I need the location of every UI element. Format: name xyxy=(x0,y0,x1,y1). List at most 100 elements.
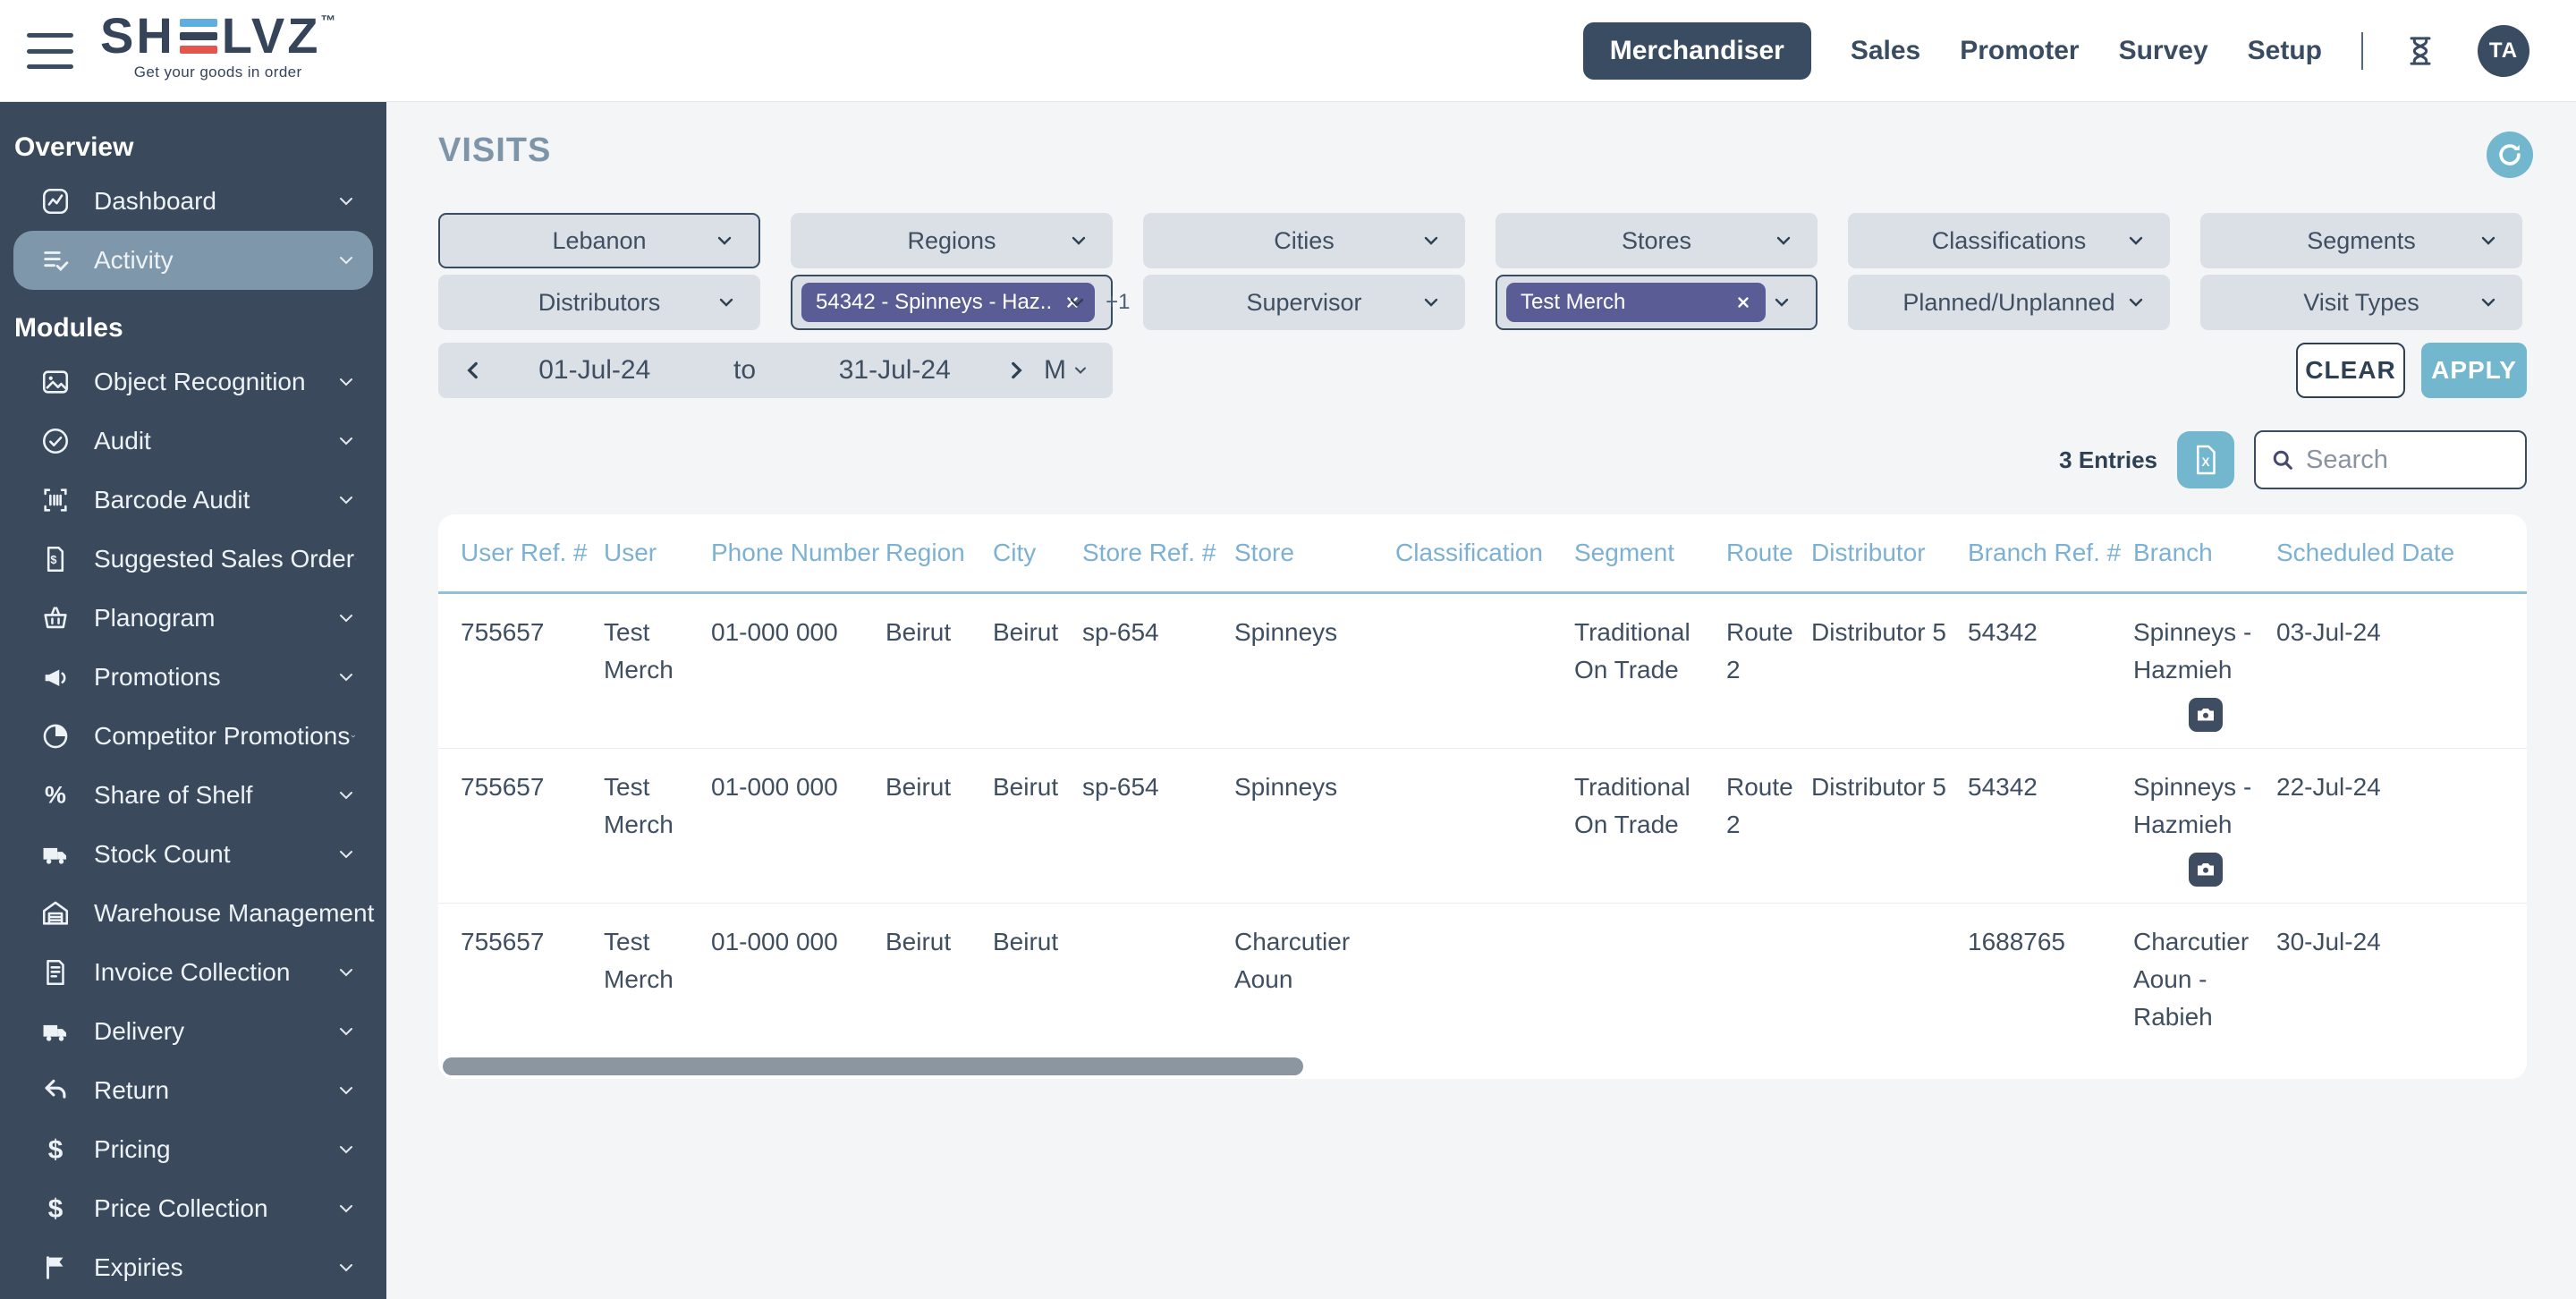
table-row[interactable]: 755657 Test Merch 01-000 000 Beirut Beir… xyxy=(438,748,2527,903)
filter-visit-types[interactable]: Visit Types xyxy=(2200,275,2522,330)
invoice-icon xyxy=(40,957,71,988)
camera-icon[interactable] xyxy=(2189,853,2223,887)
menu-icon[interactable] xyxy=(27,33,73,69)
filter-distributors[interactable]: Distributors xyxy=(438,275,760,330)
close-icon[interactable] xyxy=(1735,294,1751,310)
sidebar-item-competitor-promotions[interactable]: Competitor Promotions xyxy=(13,707,373,766)
camera-icon[interactable] xyxy=(2189,698,2223,732)
svg-text:X: X xyxy=(2202,455,2210,469)
sidebar-item-pricing[interactable]: $ Pricing xyxy=(13,1120,373,1179)
filter-country[interactable]: Lebanon xyxy=(438,213,760,268)
sidebar-item-return[interactable]: Return xyxy=(13,1061,373,1120)
check-circle-icon xyxy=(40,426,71,456)
truck-icon xyxy=(40,839,71,870)
return-arrow-icon xyxy=(40,1075,71,1106)
horizontal-scrollbar[interactable] xyxy=(443,1057,1303,1075)
sidebar-item-stock-count[interactable]: Stock Count xyxy=(13,825,373,884)
chevron-down-icon xyxy=(1066,292,1088,313)
close-icon[interactable] xyxy=(1064,294,1080,310)
date-start[interactable]: 01-Jul-24 xyxy=(538,355,651,385)
chevron-down-icon xyxy=(335,962,357,983)
chevron-down-icon xyxy=(335,1021,357,1042)
sidebar-item-suggested-sales-order[interactable]: $ Suggested Sales Order xyxy=(13,530,373,589)
basket-icon xyxy=(40,603,71,633)
chevron-down-icon xyxy=(335,844,357,865)
sidebar-item-warehouse-management[interactable]: Warehouse Management xyxy=(13,884,374,943)
chevron-down-icon xyxy=(335,191,357,212)
filter-planned-unplanned[interactable]: Planned/Unplanned xyxy=(1848,275,2170,330)
truck-icon xyxy=(40,1016,71,1047)
avatar[interactable]: TA xyxy=(2478,25,2529,77)
svg-text:%: % xyxy=(45,782,66,809)
chevron-down-icon xyxy=(2125,230,2147,251)
sidebar-item-dashboard[interactable]: Dashboard xyxy=(13,172,373,231)
sales-order-icon: $ xyxy=(40,544,71,574)
filter-stores[interactable]: Stores xyxy=(1496,213,1818,268)
chevron-down-icon xyxy=(335,1139,357,1160)
pie-chart-icon xyxy=(40,721,71,751)
table-row[interactable]: 755657 Test Merch 01-000 000 Beirut Beir… xyxy=(438,903,2527,1052)
sidebar-item-invoice-collection[interactable]: Invoice Collection xyxy=(13,943,373,1002)
chevron-down-icon xyxy=(335,489,357,511)
chevron-down-icon xyxy=(354,548,357,570)
filter-users[interactable]: Test Merch xyxy=(1496,275,1818,330)
sidebar-item-price-collection[interactable]: $ Price Collection xyxy=(13,1179,373,1238)
export-excel-button[interactable]: X xyxy=(2177,431,2234,488)
table-header-row: User Ref. # User Phone Number Region Cit… xyxy=(461,539,2455,566)
logo-text-left: SH xyxy=(100,7,175,64)
nav-promoter[interactable]: Promoter xyxy=(1960,36,2080,65)
filter-regions[interactable]: Regions xyxy=(791,213,1113,268)
nav-survey[interactable]: Survey xyxy=(2118,36,2208,65)
search-input[interactable] xyxy=(2306,445,2511,475)
filter-cities[interactable]: Cities xyxy=(1143,213,1465,268)
user-filter-chip[interactable]: Test Merch xyxy=(1506,283,1766,322)
sidebar-item-activity[interactable]: Activity xyxy=(13,231,373,290)
chevron-right-icon[interactable] xyxy=(1004,359,1028,382)
page-title: VISITS xyxy=(438,132,552,169)
date-end[interactable]: 31-Jul-24 xyxy=(838,355,951,385)
apply-button[interactable]: APPLY xyxy=(2421,343,2527,398)
chevron-down-icon xyxy=(335,371,357,393)
dollar-icon: $ xyxy=(40,1193,71,1224)
nav-sales[interactable]: Sales xyxy=(1850,36,1921,65)
sidebar-item-audit[interactable]: Audit xyxy=(13,412,373,471)
main-content: VISITS Lebanon Regions Cities Stores xyxy=(386,103,2576,1299)
hourglass-icon[interactable] xyxy=(2402,31,2438,71)
nav-merchandiser[interactable]: Merchandiser xyxy=(1582,22,1811,80)
branch-filter-chip[interactable]: 54342 - Spinneys - Haz.. xyxy=(801,283,1096,322)
sidebar-item-object-recognition[interactable]: Object Recognition xyxy=(13,352,373,412)
sidebar: Overview Dashboard Activity Modules Obje… xyxy=(0,102,386,1299)
filter-classifications[interactable]: Classifications xyxy=(1848,213,2170,268)
refresh-button[interactable] xyxy=(2487,132,2533,178)
dollar-icon: $ xyxy=(40,1134,71,1165)
chevron-left-icon[interactable] xyxy=(462,359,485,382)
sidebar-item-promotions[interactable]: Promotions xyxy=(13,648,373,707)
logo-tagline: Get your goods in order xyxy=(133,64,302,81)
list-toolbar: 3 Entries X xyxy=(438,430,2527,489)
nav-setup[interactable]: Setup xyxy=(2247,36,2322,65)
chevron-down-icon xyxy=(1420,230,1442,251)
percent-icon: % xyxy=(40,780,71,811)
chevron-down-icon xyxy=(335,785,357,806)
chevron-down-icon xyxy=(1773,230,1794,251)
more-count-badge: +1 xyxy=(1106,290,1131,314)
filter-segments[interactable]: Segments xyxy=(2200,213,2522,268)
sidebar-item-share-of-shelf[interactable]: % Share of Shelf xyxy=(13,766,373,825)
clear-button[interactable]: CLEAR xyxy=(2296,343,2405,398)
visits-table: User Ref. # User Phone Number Region Cit… xyxy=(438,514,2527,1079)
svg-text:$: $ xyxy=(48,1135,64,1165)
date-mode-select[interactable]: M xyxy=(1044,355,1089,386)
sidebar-item-delivery[interactable]: Delivery xyxy=(13,1002,373,1061)
chevron-down-icon xyxy=(335,666,357,688)
filter-branches[interactable]: 54342 - Spinneys - Haz.. +1 xyxy=(791,275,1131,330)
filter-supervisor[interactable]: Supervisor xyxy=(1143,275,1465,330)
svg-text:$: $ xyxy=(50,553,56,566)
table-row[interactable]: 755657 Test Merch 01-000 000 Beirut Beir… xyxy=(438,594,2527,748)
sidebar-item-barcode-audit[interactable]: Barcode Audit xyxy=(13,471,373,530)
refresh-icon xyxy=(2499,144,2521,166)
filters: Lebanon Regions Cities Stores Classifica… xyxy=(438,213,2527,398)
logo-e-bars-icon xyxy=(179,18,217,54)
dashboard-icon xyxy=(40,186,71,216)
sidebar-item-expiries[interactable]: Expiries xyxy=(13,1238,373,1297)
sidebar-item-planogram[interactable]: Planogram xyxy=(13,589,373,648)
